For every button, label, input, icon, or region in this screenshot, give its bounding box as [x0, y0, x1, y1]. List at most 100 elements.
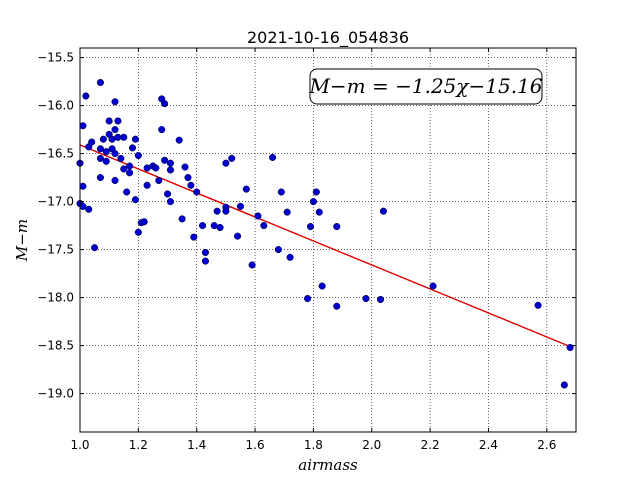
data-point	[534, 301, 542, 309]
plot-frame	[79, 47, 577, 433]
data-point	[379, 207, 387, 215]
ticks-layer: 1.0 1.2 1.4 1.6 1.8 2.0 2.2 2.4 2.6 −15.5 −16.0 −16…	[37, 48, 576, 452]
points-layer	[76, 79, 574, 389]
data-point	[126, 162, 134, 170]
x-axis-label: airmass	[298, 456, 358, 474]
fit-equation-text: M−m = −1.25χ−15.16	[308, 74, 542, 98]
data-point	[318, 282, 326, 290]
data-point	[248, 261, 256, 269]
x-tick-label: 2.2	[421, 438, 440, 452]
data-point	[312, 188, 320, 196]
data-point	[333, 223, 341, 231]
x-tick-label: 1.2	[129, 438, 148, 452]
grid-layer	[79, 48, 576, 432]
data-point	[102, 157, 110, 165]
data-point	[143, 181, 151, 189]
data-point	[96, 145, 104, 153]
data-point	[222, 159, 230, 167]
data-point	[117, 154, 125, 162]
data-point	[99, 135, 107, 143]
data-point	[96, 174, 104, 182]
data-point	[96, 154, 104, 162]
data-point	[131, 135, 139, 143]
data-point	[198, 222, 207, 230]
data-point	[309, 198, 317, 206]
data-point	[155, 176, 163, 185]
data-point	[158, 126, 166, 134]
data-point	[190, 233, 198, 241]
data-point	[175, 136, 183, 144]
data-point	[304, 295, 312, 303]
data-point	[228, 154, 236, 162]
data-point	[161, 156, 169, 164]
data-point	[111, 176, 119, 185]
x-tick-label: 2.6	[537, 438, 556, 452]
data-point	[286, 253, 294, 261]
x-tick-label: 2.0	[362, 438, 381, 452]
y-tick-label: −17.5	[37, 243, 74, 257]
data-point	[105, 117, 113, 125]
data-point	[236, 202, 245, 210]
y-axis-label: M−m	[13, 219, 31, 262]
data-point	[193, 188, 201, 196]
data-point	[306, 223, 315, 231]
data-point	[315, 208, 323, 216]
data-point	[85, 205, 93, 213]
data-point	[79, 202, 87, 210]
data-point	[166, 159, 174, 167]
fit-line	[79, 144, 574, 349]
data-point	[213, 207, 221, 215]
data-point	[120, 165, 128, 173]
x-tick-label: 1.4	[187, 438, 206, 452]
y-tick-label: −16.0	[37, 99, 74, 113]
data-point	[216, 223, 224, 232]
x-tick-label: 1.6	[246, 438, 265, 452]
y-tick-label: −17.0	[37, 195, 74, 209]
data-point	[128, 144, 137, 152]
data-point	[79, 122, 87, 130]
data-point	[111, 150, 119, 158]
data-point	[274, 246, 282, 254]
data-point	[111, 98, 119, 106]
data-point	[260, 222, 268, 230]
data-point	[134, 151, 142, 160]
data-point	[102, 148, 110, 156]
y-tick-label: −18.0	[37, 291, 74, 305]
data-point	[91, 244, 99, 252]
data-point	[181, 163, 189, 171]
data-point	[82, 92, 90, 100]
data-point	[178, 215, 186, 223]
data-point	[79, 182, 87, 190]
data-point	[269, 153, 277, 161]
data-point	[234, 232, 242, 240]
fit-equation-annotation: M−m = −1.25χ−15.16	[308, 68, 543, 105]
data-point	[123, 188, 131, 196]
data-point	[222, 207, 230, 215]
data-point	[131, 196, 139, 204]
fit-line-layer	[79, 144, 574, 349]
data-point	[140, 218, 148, 226]
data-point	[254, 212, 262, 220]
data-point	[242, 185, 250, 193]
y-tick-label: −16.5	[37, 147, 74, 161]
data-point	[283, 208, 291, 216]
data-point	[566, 343, 574, 352]
data-point	[187, 181, 195, 189]
chart-title: 2021-10-16_054836	[247, 28, 409, 48]
data-point	[134, 228, 142, 236]
data-point	[126, 169, 134, 177]
x-tick-label: 1.8	[304, 438, 323, 452]
y-tick-label: −18.5	[37, 339, 74, 353]
data-point	[201, 248, 210, 257]
x-tick-label: 2.4	[479, 438, 498, 452]
data-point	[201, 257, 210, 265]
data-point	[560, 381, 568, 389]
data-point	[184, 174, 192, 182]
data-point	[161, 100, 169, 108]
data-point	[163, 190, 172, 198]
data-point	[166, 198, 174, 206]
data-point	[114, 117, 122, 125]
data-point	[429, 282, 437, 290]
data-point	[88, 138, 96, 146]
